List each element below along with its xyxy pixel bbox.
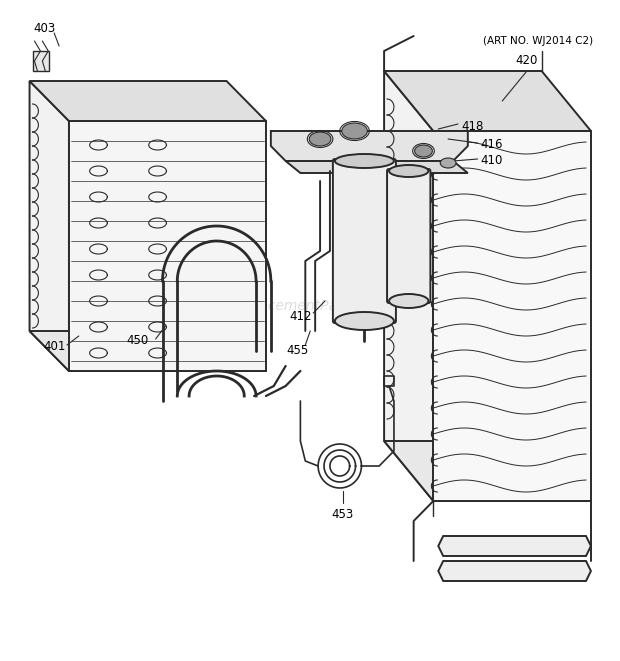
Text: 416: 416 [480, 139, 503, 151]
Text: 418: 418 [461, 120, 484, 132]
Polygon shape [30, 81, 69, 371]
Ellipse shape [335, 154, 394, 168]
Ellipse shape [342, 123, 368, 139]
Text: (ART NO. WJ2014 C2): (ART NO. WJ2014 C2) [482, 36, 593, 46]
Ellipse shape [335, 312, 394, 330]
Polygon shape [271, 131, 468, 161]
FancyBboxPatch shape [333, 159, 396, 323]
Text: 450: 450 [126, 334, 149, 348]
FancyBboxPatch shape [387, 169, 430, 303]
Polygon shape [32, 51, 49, 71]
Polygon shape [384, 71, 433, 501]
Ellipse shape [309, 132, 331, 146]
Ellipse shape [440, 158, 456, 168]
Ellipse shape [415, 145, 432, 157]
Polygon shape [30, 331, 266, 371]
Text: 410: 410 [480, 155, 503, 167]
Polygon shape [286, 161, 468, 173]
Polygon shape [384, 441, 591, 501]
Text: 412: 412 [289, 309, 312, 323]
Polygon shape [438, 561, 591, 581]
Polygon shape [30, 81, 266, 121]
Text: eReplacementParts.com: eReplacementParts.com [221, 299, 390, 313]
Polygon shape [433, 131, 591, 501]
Polygon shape [384, 71, 591, 131]
Text: 401: 401 [43, 340, 65, 352]
Ellipse shape [389, 165, 428, 177]
Text: 420: 420 [516, 54, 538, 67]
Text: 453: 453 [332, 508, 354, 520]
Text: 403: 403 [33, 22, 55, 36]
Ellipse shape [389, 294, 428, 308]
Polygon shape [69, 121, 266, 371]
Polygon shape [438, 536, 591, 556]
Text: 455: 455 [286, 344, 309, 358]
